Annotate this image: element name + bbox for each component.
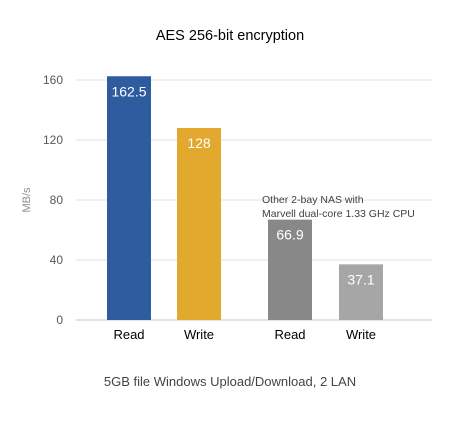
chart-title: AES 256-bit encryption <box>156 28 304 44</box>
y-axis: 0 40 80 120 160 <box>43 73 63 327</box>
data-label: 66.9 <box>276 227 303 243</box>
y-tick-label: 40 <box>50 253 64 267</box>
bar-read <box>107 76 151 320</box>
y-tick-label: 80 <box>50 193 64 207</box>
group-annotation: Marvell dual-core 1.33 GHz CPU <box>262 208 415 220</box>
y-tick-label: 120 <box>43 133 63 147</box>
y-axis-title: MB/s <box>21 187 33 213</box>
chart-caption: 5GB file Windows Upload/Download, 2 LAN <box>104 374 356 389</box>
bar-read <box>268 219 312 320</box>
y-tick-label: 0 <box>56 313 63 327</box>
bar-write <box>339 264 383 320</box>
labels: 162.5 Read 128 Write 66.9 Read 37.1 Write Other … <box>111 83 414 342</box>
x-tick-label: Read <box>274 327 305 342</box>
x-tick-label: Read <box>113 327 144 342</box>
group-annotation: Other 2-bay NAS with <box>262 194 364 206</box>
bar-write <box>177 128 221 320</box>
data-label: 37.1 <box>347 271 374 287</box>
data-label: 162.5 <box>111 83 146 99</box>
x-tick-label: Write <box>184 327 214 342</box>
bars <box>107 76 383 320</box>
data-label: 128 <box>187 135 211 151</box>
y-tick-label: 160 <box>43 73 63 87</box>
x-tick-label: Write <box>346 327 376 342</box>
